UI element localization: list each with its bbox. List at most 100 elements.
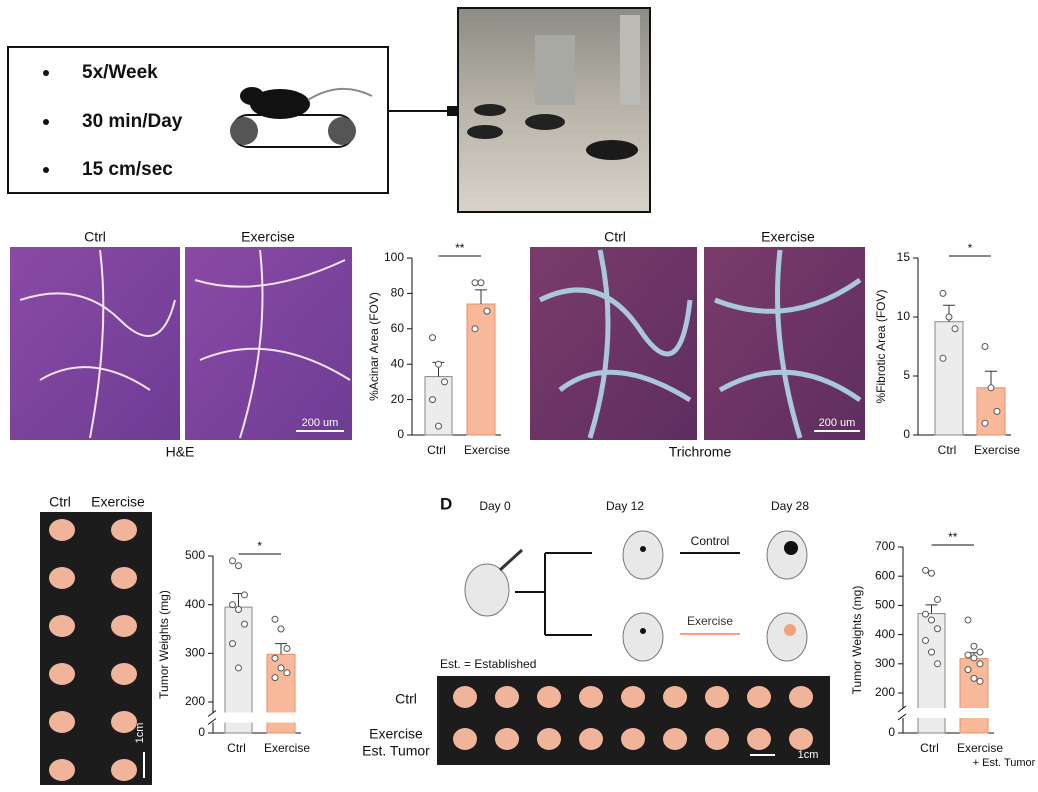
data-point [934,596,941,604]
y-tick-label: 0 [397,427,404,441]
y-tick-label: 300 [185,646,205,660]
tumor [789,686,813,708]
data-point [471,279,479,287]
note: Est. = Established [440,657,536,671]
data-point [922,636,929,644]
y-tick-label: 200 [185,694,205,708]
x-tick-label: Exercise [464,443,510,457]
data-point [970,642,978,650]
treadmill-icon [230,87,373,148]
mouse-head [240,87,264,105]
tumor [111,711,137,733]
data-point [976,677,984,685]
tumor [111,519,137,541]
mouse [525,114,565,130]
bullets [43,70,49,173]
axis-break-gap [209,712,299,723]
y-axis-label: Tumor Weights (mg) [850,586,864,695]
y-tick-label: 500 [185,548,205,562]
mouse [586,140,638,160]
significance: * [968,241,973,255]
syringe [498,548,524,572]
tumor [49,759,75,781]
roller [328,117,356,145]
y-axis-label: Tumor Weights (mg) [157,590,171,699]
column-label: Ctrl [84,229,106,245]
tumor [663,728,687,750]
tumor [111,663,137,685]
bullet [43,70,49,76]
mouse [622,612,664,662]
x-tick-label: Exercise [264,741,310,755]
y-tick-label: 80 [391,286,405,300]
tumor [537,728,561,750]
tumor [495,686,519,708]
tumor [789,728,813,750]
y-tick-label: 40 [391,356,405,370]
tumors [49,519,137,781]
tumor [49,567,75,589]
data-point [922,566,929,574]
y-tick-label: 400 [185,597,205,611]
tumor [495,728,519,750]
day-label: Day 12 [606,499,644,513]
y-tick-label: 0 [903,427,910,441]
bullet [43,167,49,173]
building [620,15,640,105]
x-tick-label: Ctrl [427,443,446,457]
y-tick-label: 100 [384,250,404,264]
mouse [766,530,808,580]
branch-lines [515,552,592,636]
he-exercise-image [185,247,352,440]
x-tick-note: + Est. Tumor [973,757,1036,769]
y-tick-label: 600 [875,568,895,582]
scale-label: 1cm [798,749,819,761]
x-tick-label: Ctrl [920,741,939,755]
data-point [928,569,935,577]
tumors [453,686,813,750]
tumor [747,686,771,708]
data-point [429,396,436,404]
data-point [271,615,279,623]
data-point [970,654,978,662]
mouse-tail [307,87,373,101]
treadmill-photo [457,7,651,213]
data-point [277,625,285,633]
bar [976,387,1006,436]
tumor [111,567,137,589]
column-label: Exercise [241,229,295,245]
data-point [934,625,941,633]
mouse [474,104,506,116]
x-tick-label: Exercise [957,741,1003,755]
error-bar [475,289,487,305]
data-point [241,620,248,628]
tumor [747,728,771,750]
tumor [49,615,75,637]
mouse [464,563,510,617]
axis-break-gap [899,708,992,718]
row-label: Exercise [369,726,423,742]
histology [10,247,865,440]
tissue-lines [538,249,862,439]
axis-break [207,710,217,725]
tumor [705,728,729,750]
tri-exercise-image [704,247,865,440]
data-point [471,325,479,333]
y-tick-label: 300 [875,656,895,670]
data-point [987,384,995,392]
significance: ** [948,530,958,544]
y-tick-label: 0 [888,725,895,739]
data-point [241,591,248,599]
protocol-item: 15 cm/sec [82,159,173,180]
data-point [964,616,972,624]
y-tick-label: 200 [875,685,895,699]
mouse-body [250,89,310,119]
bar [466,303,496,436]
data-point [928,616,935,624]
data-point [229,557,236,565]
caption: H&E [166,444,195,460]
data-point [229,640,236,648]
scale-label: 1cm [134,723,146,744]
y-axis-label: %Acinar Area (FOV) [367,292,381,401]
data-point [429,334,436,342]
